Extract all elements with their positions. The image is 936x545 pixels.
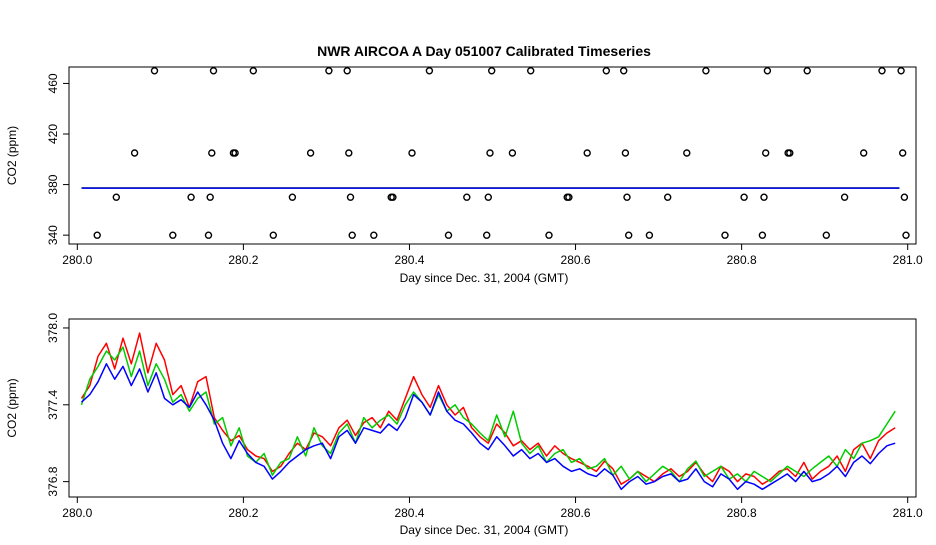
y-axis-label-bottom: CO2 (ppm) <box>5 378 19 437</box>
data-point <box>646 232 652 238</box>
data-point <box>326 68 332 74</box>
y-tick-label-top: 380 <box>46 174 60 194</box>
data-point <box>426 68 432 74</box>
data-point <box>903 232 909 238</box>
data-point <box>346 150 352 156</box>
data-point <box>665 194 671 200</box>
data-point <box>898 68 904 74</box>
data-point <box>152 68 158 74</box>
data-point <box>94 232 100 238</box>
data-point <box>188 194 194 200</box>
chart-title: NWR AIRCOA A Day 051007 Calibrated Times… <box>317 43 651 59</box>
x-tick-label-top: 281.0 <box>893 253 923 267</box>
y-tick-label-top: 460 <box>46 73 60 93</box>
x-tick-label-bottom: 280.4 <box>394 506 424 520</box>
data-point <box>603 68 609 74</box>
data-point <box>464 194 470 200</box>
data-point <box>684 150 690 156</box>
data-point <box>211 68 217 74</box>
data-point <box>371 232 377 238</box>
data-point <box>289 194 295 200</box>
data-point <box>763 150 769 156</box>
series-line-bottom-0 <box>82 333 896 484</box>
data-point <box>622 150 628 156</box>
data-point <box>901 194 907 200</box>
x-tick-label-bottom: 280.0 <box>62 506 92 520</box>
y-tick-label-bottom: 378.0 <box>46 313 60 343</box>
x-tick-label-bottom: 280.8 <box>727 506 757 520</box>
data-point <box>759 232 765 238</box>
data-point <box>621 68 627 74</box>
x-axis-label-top: Day since Dec. 31, 2004 (GMT) <box>400 271 569 285</box>
data-point <box>626 232 632 238</box>
y-tick-label-top: 420 <box>46 124 60 144</box>
x-tick-label-top: 280.0 <box>62 253 92 267</box>
data-point <box>761 194 767 200</box>
y-tick-label-bottom: 377.4 <box>46 389 60 419</box>
data-point <box>113 194 119 200</box>
data-point <box>546 232 552 238</box>
data-point <box>206 232 212 238</box>
x-tick-label-bottom: 280.6 <box>561 506 591 520</box>
data-point <box>485 194 491 200</box>
y-tick-label-bottom: 376.8 <box>46 466 60 496</box>
data-point <box>484 232 490 238</box>
data-point <box>741 194 747 200</box>
data-point <box>250 68 256 74</box>
data-point <box>823 232 829 238</box>
x-axis-label-bottom: Day since Dec. 31, 2004 (GMT) <box>400 523 569 537</box>
data-point <box>409 150 415 156</box>
x-tick-label-top: 280.4 <box>394 253 424 267</box>
y-axis-label-top: CO2 (ppm) <box>5 126 19 185</box>
data-point <box>764 68 770 74</box>
data-point <box>804 68 810 74</box>
data-point <box>349 232 355 238</box>
data-point <box>624 194 630 200</box>
data-point <box>344 68 350 74</box>
data-point <box>132 150 138 156</box>
data-point <box>170 232 176 238</box>
data-point <box>487 150 493 156</box>
data-point <box>842 194 848 200</box>
x-tick-label-top: 280.8 <box>727 253 757 267</box>
scatter-points <box>94 68 909 238</box>
data-point <box>861 150 867 156</box>
x-tick-label-top: 280.2 <box>228 253 258 267</box>
data-point <box>308 150 314 156</box>
data-point <box>509 150 515 156</box>
y-tick-label-top: 340 <box>46 225 60 245</box>
data-point <box>446 232 452 238</box>
data-point <box>207 194 213 200</box>
data-point <box>489 68 495 74</box>
data-point <box>528 68 534 74</box>
data-point <box>348 194 354 200</box>
x-tick-label-bottom: 280.2 <box>228 506 258 520</box>
data-point <box>270 232 276 238</box>
series-line-bottom-2 <box>82 364 896 490</box>
series-lines-bottom <box>82 333 896 489</box>
series-line-bottom-1 <box>82 347 896 481</box>
data-point <box>703 68 709 74</box>
x-tick-label-bottom: 281.0 <box>893 506 923 520</box>
data-point <box>900 150 906 156</box>
data-point <box>209 150 215 156</box>
data-point <box>722 232 728 238</box>
data-point <box>584 150 590 156</box>
axis-ticks-bottom: 280.0 280.2 280.4 280.6 280.8 281.0 376.8 377.4… <box>46 313 923 520</box>
data-point <box>879 68 885 74</box>
x-tick-label-top: 280.6 <box>561 253 591 267</box>
